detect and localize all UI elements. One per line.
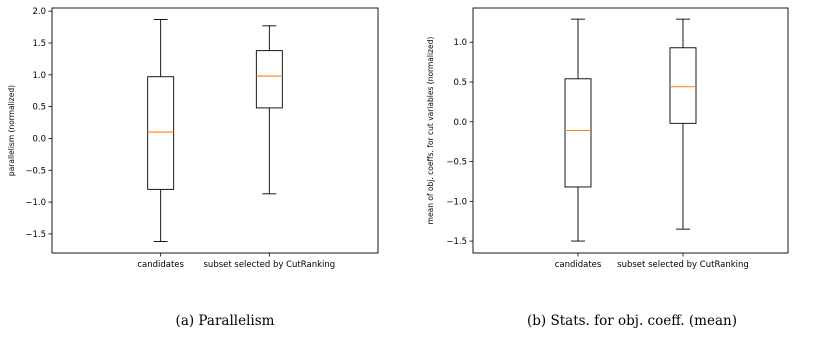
y-axis-label: parallelism (normalized) [7,85,16,176]
chart-parallelism: −1.5 −1.0 −0.5 0.0 0.5 1.0 1.5 2.0 candidates su… [7,7,379,329]
y-tick-label: 0.0 [453,118,467,128]
y-tick-label: 0.5 [32,103,46,113]
y-tick-label: −1.5 [446,237,467,247]
plot-frame [472,7,789,254]
chart-obj-coeff-mean: −1.5 −1.0 −0.5 0.0 0.5 1.0 candidates subset s… [426,7,789,329]
y-axis: −1.5 −1.0 −0.5 0.0 0.5 1.0 [446,38,473,247]
iqr-box [564,78,592,188]
y-tick-label: −0.5 [446,158,467,168]
x-axis: candidates subset selected by CutRanking [137,253,335,270]
y-tick-label: −1.5 [25,230,46,240]
x-tick-label: candidates [555,260,602,270]
x-tick-label: subset selected by CutRanking [617,260,749,270]
y-tick-label: 1.0 [32,71,46,81]
caption-b: (b) Stats. for obj. coeff. (mean) [527,313,737,329]
y-axis: −1.5 −1.0 −0.5 0.0 0.5 1.0 1.5 2.0 [25,7,52,240]
y-axis-label: mean of obj. coeffs. for cut variables (… [426,37,435,225]
y-tick-label: −1.0 [446,197,467,207]
box-plot [147,19,175,242]
y-tick-label: −1.0 [25,198,46,208]
x-tick-label: candidates [137,260,184,270]
y-tick-label: 0.0 [32,134,46,144]
x-axis: candidates subset selected by CutRanking [555,253,749,270]
y-tick-label: 1.0 [453,38,467,48]
y-tick-label: 2.0 [32,7,46,17]
iqr-box [255,50,283,109]
box-series [147,19,283,242]
box-plot [255,25,283,195]
x-tick-label: subset selected by CutRanking [204,260,336,270]
y-tick-label: −0.5 [25,166,46,176]
y-tick-label: 1.5 [32,39,46,49]
box-plot [669,18,697,230]
y-tick-label: 0.5 [453,78,467,88]
iqr-box [669,47,697,124]
box-plot [564,18,592,242]
box-series [564,18,697,242]
iqr-box [147,76,175,190]
caption-a: (a) Parallelism [176,313,275,329]
plot-frame [51,7,379,254]
